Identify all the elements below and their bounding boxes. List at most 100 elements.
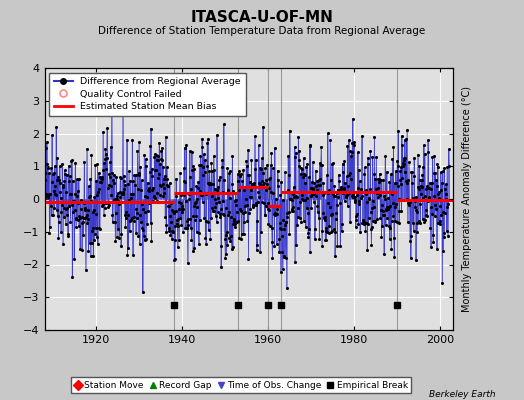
Point — [370, 219, 379, 225]
Point — [264, 221, 272, 227]
Point — [239, 231, 248, 237]
Point — [257, 166, 265, 172]
Point — [259, 182, 268, 188]
Point — [439, 248, 447, 254]
Point — [271, 196, 280, 202]
Point — [224, 187, 232, 194]
Point — [165, 225, 173, 231]
Point — [367, 226, 375, 232]
Point — [132, 206, 140, 212]
Point — [78, 214, 86, 220]
Point — [137, 186, 146, 193]
Point — [59, 204, 68, 211]
Point — [268, 255, 277, 262]
Point — [184, 196, 193, 203]
Point — [46, 202, 54, 209]
Point — [102, 150, 110, 157]
Point — [383, 169, 391, 175]
Point — [223, 229, 231, 236]
Point — [204, 227, 213, 234]
Point — [365, 215, 373, 221]
Point — [387, 246, 396, 252]
Point — [58, 182, 67, 188]
Point — [245, 172, 254, 178]
Point — [321, 224, 330, 231]
Point — [155, 139, 163, 146]
Point — [148, 166, 156, 172]
Point — [75, 223, 83, 229]
Point — [423, 198, 432, 204]
Point — [352, 224, 360, 230]
Point — [71, 160, 80, 166]
Point — [138, 200, 147, 207]
Point — [147, 238, 156, 244]
Point — [199, 164, 208, 170]
Point — [405, 201, 413, 208]
Point — [77, 197, 85, 204]
Point — [140, 233, 148, 239]
Point — [235, 187, 243, 193]
Point — [82, 214, 90, 221]
Point — [178, 208, 187, 215]
Point — [292, 194, 301, 200]
Point — [246, 178, 254, 185]
Point — [132, 230, 140, 236]
Point — [195, 240, 203, 247]
Point — [435, 195, 443, 202]
Point — [232, 189, 240, 196]
Point — [336, 243, 344, 250]
Point — [359, 220, 367, 226]
Point — [399, 157, 408, 163]
Point — [231, 224, 239, 230]
Point — [378, 202, 386, 208]
Point — [66, 190, 74, 197]
Point — [162, 164, 171, 170]
Point — [176, 199, 184, 205]
Point — [319, 179, 328, 186]
Point — [333, 194, 342, 200]
Point — [253, 246, 261, 253]
Point — [245, 210, 253, 216]
Point — [57, 195, 65, 201]
Point — [331, 229, 340, 236]
Point — [305, 226, 313, 233]
Point — [371, 218, 379, 224]
Point — [336, 200, 344, 206]
Point — [330, 193, 338, 199]
Point — [358, 133, 366, 139]
Point — [86, 240, 94, 246]
Point — [375, 178, 383, 185]
Point — [289, 191, 297, 197]
Point — [166, 212, 174, 219]
Point — [337, 228, 346, 234]
Point — [151, 166, 160, 173]
Point — [419, 216, 427, 222]
Point — [161, 173, 169, 179]
Point — [86, 253, 95, 260]
Point — [206, 180, 215, 187]
Point — [318, 242, 326, 249]
Point — [156, 161, 164, 167]
Point — [97, 203, 106, 209]
Point — [406, 199, 414, 206]
Point — [265, 207, 273, 213]
Point — [250, 202, 258, 209]
Point — [224, 170, 233, 176]
Point — [272, 203, 280, 210]
Point — [298, 196, 306, 202]
Point — [405, 159, 413, 165]
Point — [441, 210, 449, 216]
Point — [127, 195, 136, 202]
Point — [397, 164, 405, 170]
Point — [422, 207, 430, 213]
Point — [311, 236, 319, 242]
Point — [204, 219, 213, 225]
Point — [150, 166, 159, 173]
Point — [318, 162, 326, 169]
Point — [325, 223, 334, 229]
Point — [191, 200, 200, 206]
Point — [243, 202, 251, 208]
Point — [234, 177, 242, 184]
Point — [105, 171, 114, 178]
Point — [163, 182, 172, 188]
